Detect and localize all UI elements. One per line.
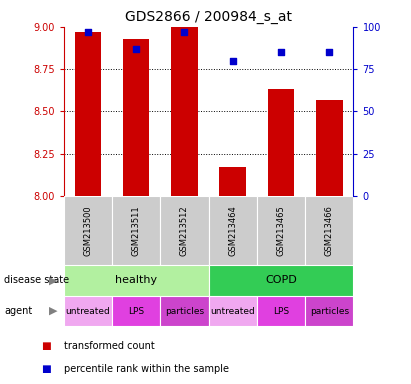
Text: agent: agent [4,306,32,316]
Bar [208,265,353,296]
Text: untreated: untreated [210,306,255,316]
Text: GSM213464: GSM213464 [228,205,237,256]
Bar [74,32,101,196]
Bar [123,39,150,196]
Title: GDS2866 / 200984_s_at: GDS2866 / 200984_s_at [125,10,292,25]
Bar [112,296,160,326]
Text: untreated: untreated [65,306,110,316]
Text: healthy: healthy [115,275,157,285]
Bar [112,196,160,265]
Bar [305,296,353,326]
Point [278,49,284,55]
Bar [171,27,198,196]
Text: LPS: LPS [128,306,144,316]
Point [133,46,139,52]
Text: ▶: ▶ [49,306,58,316]
Text: GSM213465: GSM213465 [277,205,286,256]
Point [85,29,91,35]
Text: ■: ■ [41,341,51,351]
Text: particles: particles [165,306,204,316]
Bar [219,167,246,196]
Text: LPS: LPS [273,306,289,316]
Bar [208,296,257,326]
Text: ■: ■ [41,364,51,374]
Text: GSM213466: GSM213466 [325,205,334,256]
Text: GSM213511: GSM213511 [132,205,141,256]
Bar [257,196,305,265]
Text: disease state: disease state [4,275,69,285]
Bar [160,196,209,265]
Text: COPD: COPD [265,275,297,285]
Bar [64,296,112,326]
Bar [257,296,305,326]
Bar [316,99,343,196]
Bar [305,196,353,265]
Text: transformed count: transformed count [64,341,155,351]
Text: GSM213500: GSM213500 [83,205,92,256]
Bar [64,265,208,296]
Point [229,58,236,64]
Text: particles: particles [310,306,349,316]
Bar [64,196,112,265]
Bar [268,89,294,196]
Text: GSM213512: GSM213512 [180,205,189,256]
Point [326,49,332,55]
Text: percentile rank within the sample: percentile rank within the sample [64,364,229,374]
Text: ▶: ▶ [49,275,58,285]
Bar [209,196,257,265]
Point [181,29,188,35]
Bar [160,296,209,326]
